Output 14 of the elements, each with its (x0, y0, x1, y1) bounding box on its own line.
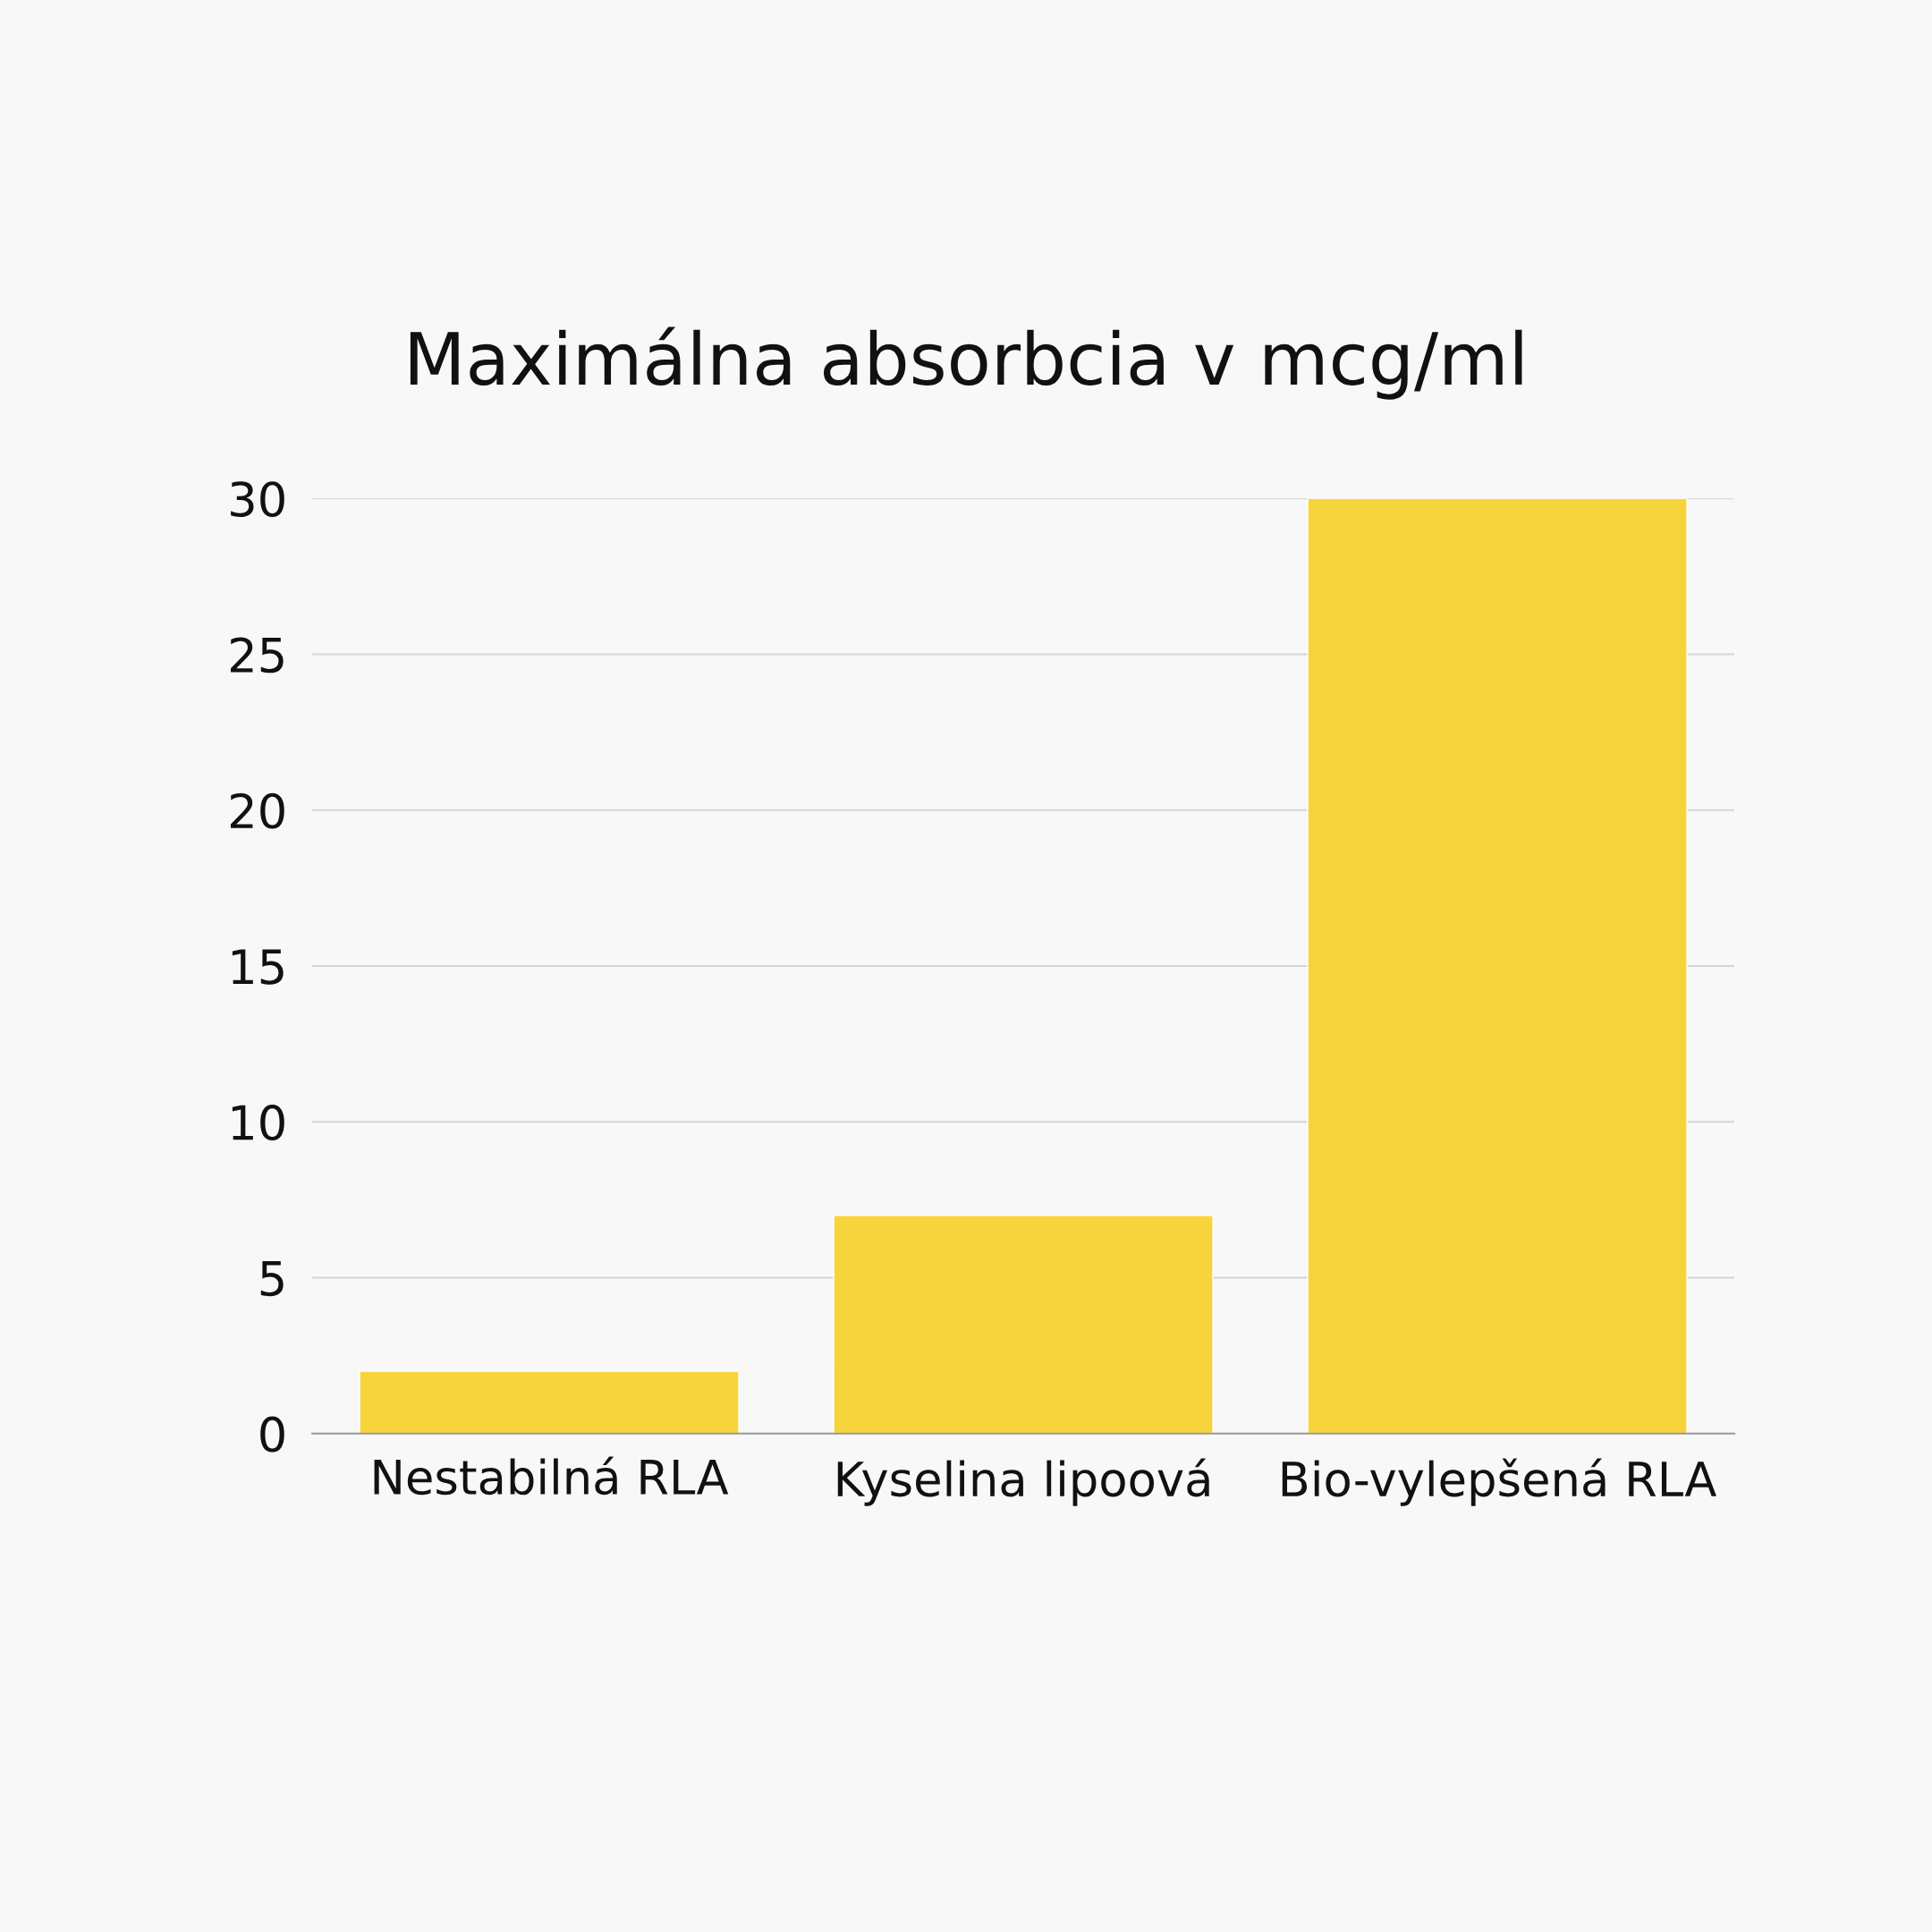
chart-title: Maximálna absorbcia v mcg/ml (410, 326, 1522, 400)
bar (833, 1215, 1214, 1434)
y-tick-label: 15 (232, 949, 284, 985)
x-tick-label: Kyselina lipoová (837, 1458, 1209, 1506)
x-tick-label: Bio-vylepšená RLA (1282, 1458, 1716, 1506)
x-tick-label: Nestabilná RLA (374, 1456, 729, 1496)
y-tick-label: 10 (232, 1105, 284, 1141)
y-tick-label: 0 (260, 1416, 284, 1453)
y-tick-label: 25 (230, 637, 284, 674)
y-tick-label: 30 (231, 481, 284, 518)
bar (359, 1370, 740, 1434)
y-tick-label: 5 (260, 1261, 284, 1297)
y-tick-label: 20 (230, 792, 284, 829)
bar (1307, 498, 1688, 1434)
